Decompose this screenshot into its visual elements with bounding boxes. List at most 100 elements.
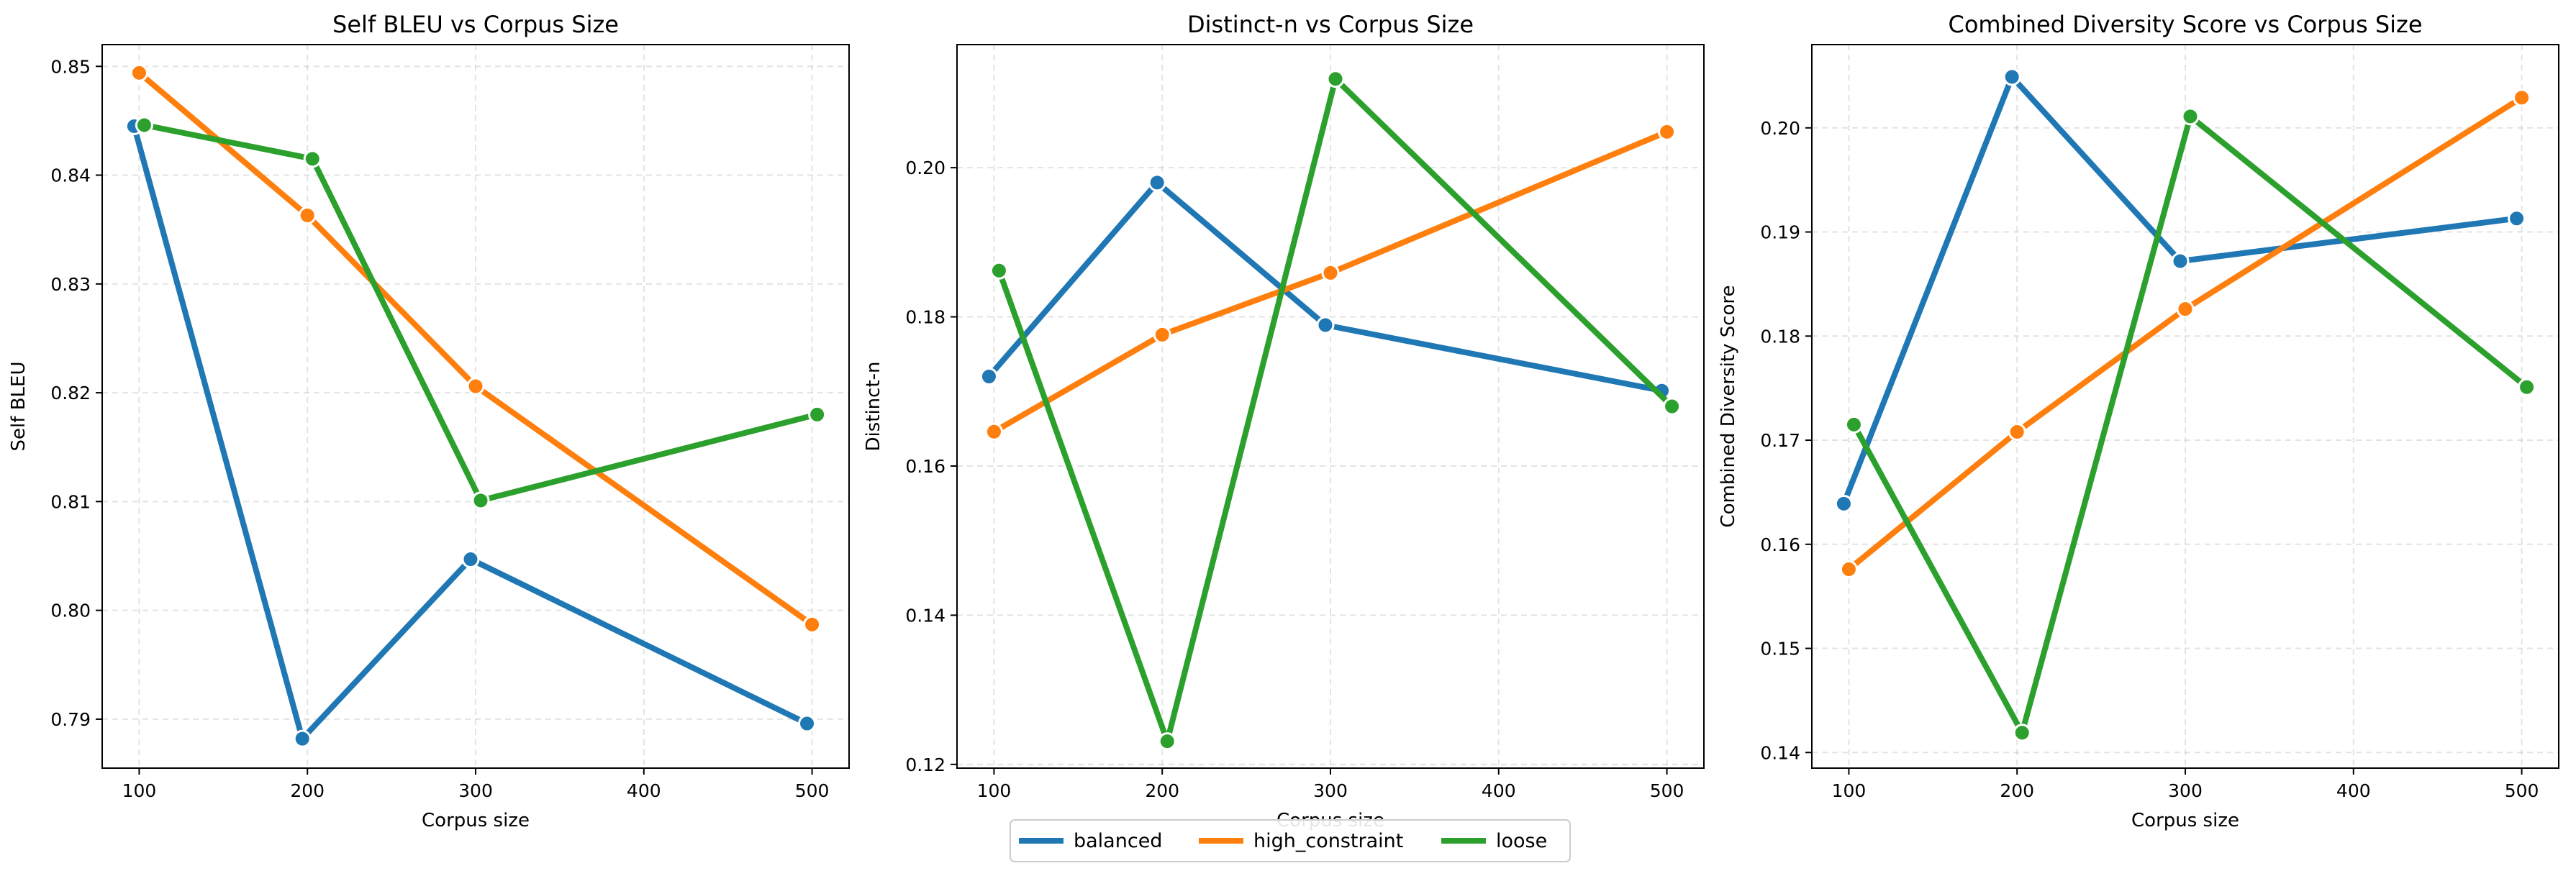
gridlines: [1812, 45, 2559, 768]
chart-title: Self BLEU vs Corpus Size: [332, 11, 619, 38]
y-tick-label: 0.83: [50, 274, 91, 295]
data-point-high_constraint: [1321, 263, 1340, 282]
legend-box: [1010, 819, 1571, 862]
data-point-loose: [1158, 732, 1176, 751]
y-axis-label: Combined Diversity Score: [1718, 285, 1739, 527]
data-point-high_constraint: [2008, 422, 2026, 441]
data-point-loose: [303, 150, 322, 168]
data-point-balanced: [798, 714, 817, 733]
data-point-loose: [1663, 397, 1682, 416]
data-point-high_constraint: [2513, 88, 2531, 107]
data-point-high_constraint: [298, 206, 317, 225]
data-point-loose: [2013, 724, 2031, 742]
x-axis-label: Corpus size: [422, 810, 530, 831]
series-high_constraint: [984, 122, 1677, 441]
series-line-balanced: [1841, 73, 2520, 507]
y-tick-label: 0.80: [50, 601, 91, 621]
y-axis-label: Distinct-n: [863, 361, 884, 451]
x-tick-label: 300: [458, 780, 493, 801]
data-point-loose: [808, 405, 827, 424]
data-point-high_constraint: [2176, 300, 2195, 319]
data-point-balanced: [293, 729, 312, 748]
x-axis-label: Corpus size: [2131, 810, 2239, 831]
x-tick-label: 100: [977, 780, 1012, 801]
x-tick-label: 500: [2505, 780, 2539, 801]
chart-panel-3: 100 200 300 400 500 0.14 0.15 0.16 0.17 0.18 0.19 0…: [1718, 11, 2559, 831]
y-tick-label: 0.85: [50, 56, 91, 77]
series-high_constraint: [1839, 88, 2531, 579]
y-tick-label: 0.15: [1760, 639, 1800, 660]
series-loose: [135, 116, 827, 510]
data-point-loose: [135, 116, 153, 134]
data-point-balanced: [1834, 494, 1853, 513]
y-tick-label: 0.12: [905, 754, 945, 775]
y-tick-label: 0.79: [50, 709, 91, 730]
series-line-balanced: [986, 179, 1665, 394]
x-tick-label: 400: [627, 780, 661, 801]
series-loose: [1844, 107, 2536, 742]
series-line-high_constraint: [991, 129, 1670, 435]
chart-panel-2: 100 200 300 400 500 0.12 0.14 0.16 0.18 0.20 Disti…: [863, 11, 1705, 831]
x-tick-label: 500: [795, 780, 830, 801]
series-line-loose: [1851, 113, 2530, 736]
data-point-balanced: [2171, 252, 2190, 270]
x-tick-label: 300: [2168, 780, 2203, 801]
y-tick-label: 0.18: [905, 307, 945, 328]
data-point-high_constraint: [466, 377, 485, 396]
data-point-balanced: [979, 368, 998, 386]
chart-title: Combined Diversity Score vs Corpus Size: [1948, 11, 2422, 38]
chart-panel-1: 100 200 300 400 500 0.79 0.80 0.81 0.82 0.83 0.84 0…: [8, 11, 850, 831]
y-tick-label: 0.16: [905, 456, 945, 477]
legend-label-balanced: balanced: [1074, 830, 1162, 852]
y-tick-label: 0.20: [905, 158, 945, 178]
data-point-balanced: [2508, 209, 2526, 228]
y-tick-label: 0.14: [1760, 742, 1800, 763]
data-point-loose: [989, 261, 1008, 280]
data-point-high_constraint: [803, 615, 822, 634]
legend-label-loose: loose: [1496, 830, 1547, 852]
y-tick-label: 0.84: [50, 165, 91, 186]
data-point-loose: [2181, 107, 2200, 126]
gridlines: [102, 45, 849, 768]
y-tick-label: 0.81: [50, 491, 91, 512]
y-tick-label: 0.16: [1760, 534, 1800, 555]
data-point-loose: [1844, 415, 1863, 434]
legend-entry-balanced: balanced: [1019, 830, 1162, 852]
legend-entry-loose: loose: [1441, 830, 1547, 852]
series-line-loose: [141, 122, 820, 503]
series-line-high_constraint: [1846, 94, 2525, 572]
series-loose: [989, 70, 1682, 751]
y-tick-label: 0.82: [50, 383, 91, 403]
x-tick-label: 300: [1313, 780, 1348, 801]
x-tick-label: 200: [290, 780, 325, 801]
series-balanced: [124, 117, 817, 748]
series-balanced: [979, 173, 1672, 400]
y-tick-label: 0.18: [1760, 326, 1800, 347]
y-axis-label: Self BLEU: [8, 362, 30, 452]
series-line-balanced: [131, 123, 810, 742]
data-point-loose: [2518, 378, 2536, 396]
y-tick-label: 0.14: [905, 605, 945, 626]
data-point-high_constraint: [1153, 325, 1171, 344]
data-point-high_constraint: [1658, 122, 1677, 141]
gridlines: [957, 45, 1704, 768]
data-point-balanced: [1148, 173, 1166, 192]
series-balanced: [1834, 68, 2526, 513]
data-point-high_constraint: [130, 63, 148, 82]
data-point-loose: [1326, 70, 1345, 88]
data-point-loose: [471, 491, 490, 510]
data-point-high_constraint: [984, 422, 1003, 441]
data-point-balanced: [2003, 68, 2021, 86]
legend-label-high_constraint: high_constraint: [1253, 830, 1403, 852]
y-tick-label: 0.20: [1760, 118, 1800, 139]
y-tick-label: 0.19: [1760, 222, 1800, 243]
y-tick-label: 0.17: [1760, 430, 1800, 451]
x-tick-label: 100: [1832, 780, 1867, 801]
legend-entry-high_constraint: high_constraint: [1199, 830, 1403, 852]
x-tick-label: 500: [1650, 780, 1684, 801]
data-point-balanced: [1316, 316, 1335, 334]
data-point-balanced: [461, 550, 480, 569]
x-tick-label: 100: [122, 780, 157, 801]
series-line-high_constraint: [136, 70, 815, 628]
x-tick-label: 200: [1145, 780, 1179, 801]
